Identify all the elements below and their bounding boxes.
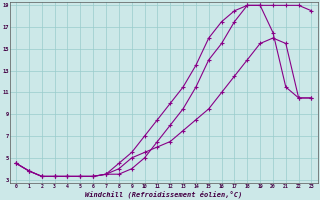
X-axis label: Windchill (Refroidissement éolien,°C): Windchill (Refroidissement éolien,°C) — [85, 190, 243, 198]
